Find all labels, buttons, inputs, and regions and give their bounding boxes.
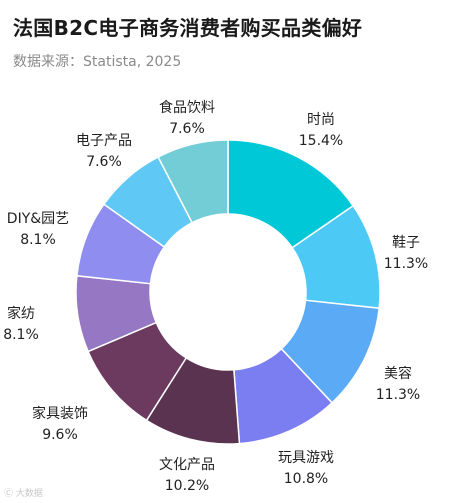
slice-value-2: 11.3% <box>384 256 428 272</box>
slice-label-1: 时尚 <box>307 112 335 128</box>
slice-value-4: 10.8% <box>284 471 328 487</box>
slice-value-10: 7.6% <box>169 121 205 137</box>
watermark: Ⓒ 大数据 <box>4 489 43 499</box>
slice-label-2: 鞋子 <box>392 235 420 251</box>
slice-label-3: 美容 <box>384 365 412 382</box>
slice-value-6: 9.6% <box>42 427 78 443</box>
slice-label-4: 玩具游戏 <box>278 450 334 466</box>
slice-value-5: 10.2% <box>165 478 209 494</box>
slice-value-9: 7.6% <box>86 154 122 170</box>
slice-label-9: 电子产品 <box>76 133 132 149</box>
slice-value-7: 8.1% <box>3 327 39 343</box>
slice-label-6: 家具装饰 <box>32 405 88 422</box>
slice-label-5: 文化产品 <box>159 457 215 473</box>
slice-value-3: 11.3% <box>376 387 420 403</box>
chart-title: 法国B2C电子商务消费者购买品类偏好 <box>13 16 363 40</box>
chart-subtitle: 数据来源：Statista, 2025 <box>13 54 182 70</box>
slice-value-1: 15.4% <box>299 133 343 149</box>
slice-label-10: 食品饮料 <box>159 99 215 116</box>
slice-label-8: DIY&园艺 <box>7 211 69 227</box>
slice-label-7: 家纺 <box>7 305 35 322</box>
donut-slice-10 <box>157 139 229 224</box>
slice-value-8: 8.1% <box>20 232 56 248</box>
